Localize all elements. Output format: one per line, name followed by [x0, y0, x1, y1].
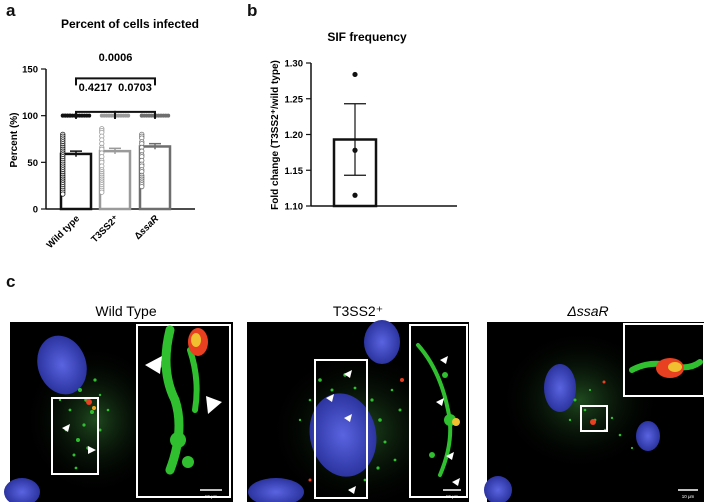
inset-box	[51, 397, 99, 475]
scale-bar-label: 10 μm	[682, 494, 695, 499]
y-tick-label: 50	[27, 158, 38, 169]
p-value-label: 0.0703	[118, 82, 152, 94]
data-point	[352, 147, 358, 153]
y-tick-label: 1.25	[285, 94, 304, 105]
nucleus	[364, 320, 400, 364]
data-point	[139, 184, 145, 190]
data-point	[68, 113, 73, 118]
arrowhead	[206, 396, 222, 414]
arrowhead	[348, 486, 356, 494]
caption-dssar: ΔssaR	[566, 303, 608, 319]
chart-percent-infected: Percent of cells infected Percent (%) 0 5…	[9, 17, 199, 251]
scale-bar-label: 10 μm	[446, 494, 459, 499]
bar	[138, 145, 172, 211]
data-point	[60, 191, 66, 197]
chart-b-ylabel: Fold change (T3SS2⁺/wild type)	[270, 60, 281, 210]
caption-t3ss2: T3SS2⁺	[333, 303, 383, 319]
bar	[98, 149, 132, 211]
nucleus	[484, 476, 512, 502]
data-point	[352, 192, 358, 198]
inset-box	[314, 359, 368, 499]
arrowhead	[326, 394, 334, 402]
p-value-label: 0.4217	[79, 82, 113, 94]
inset-zoom	[409, 324, 468, 498]
data-point	[139, 113, 144, 118]
arrowhead	[344, 414, 352, 422]
y-tick-label: 150	[22, 65, 38, 76]
arrowhead	[446, 452, 454, 460]
arrowhead	[344, 370, 352, 378]
significance-bracket	[114, 110, 156, 119]
scale-bar-label: 10 μm	[205, 494, 218, 499]
nucleus	[544, 364, 576, 412]
chart-a-title: Percent of cells infected	[61, 17, 199, 31]
nucleus	[4, 478, 40, 502]
y-tick-label: 1.10	[285, 202, 304, 213]
micrograph-t3ss2: 10 μm	[247, 320, 469, 502]
data-point	[166, 113, 171, 118]
p-value-label: 0.0006	[99, 52, 133, 64]
arrowhead	[62, 424, 70, 432]
nucleus	[636, 421, 660, 451]
micrograph-wild-type: 10 μm	[4, 322, 233, 502]
caption-wild-type: Wild Type	[95, 303, 156, 319]
y-tick-label: 0	[33, 205, 38, 216]
data-point	[126, 113, 131, 118]
bar	[59, 152, 93, 211]
panel-letter-c: c	[6, 272, 16, 291]
nucleus	[309, 393, 377, 477]
y-tick-label: 100	[22, 111, 38, 122]
y-tick-label: 1.20	[285, 130, 304, 141]
arrowhead	[88, 446, 96, 454]
x-tick-label: T3SS2⁺	[89, 213, 121, 245]
significance-bracket	[75, 77, 156, 86]
data-point	[352, 71, 358, 78]
data-point	[99, 189, 105, 195]
nucleus	[37, 335, 87, 395]
data-point	[87, 113, 92, 118]
panel-letter-a: a	[6, 1, 16, 20]
micrograph-dssar: 10 μm	[484, 322, 705, 502]
x-tick-label: Wild type	[45, 213, 83, 251]
chart-b-title: SIF frequency	[327, 30, 407, 44]
x-tick-label: ΔssaR	[132, 213, 161, 242]
arrowhead	[452, 478, 460, 486]
inset-zoom	[136, 324, 231, 498]
panel-letter-b: b	[247, 1, 258, 20]
arrowhead	[436, 398, 444, 406]
y-tick-label: 1.15	[285, 166, 304, 177]
inset-box	[580, 405, 608, 432]
nucleus	[248, 478, 304, 502]
arrowhead	[440, 356, 448, 364]
chart-sif-frequency: SIF frequency Fold change (T3SS2⁺/wild t…	[270, 30, 457, 213]
arrowhead	[145, 356, 162, 374]
micrograph-panel: Wild Type T3SS2⁺ ΔssaR 10 μm	[4, 303, 705, 502]
y-tick-label: 1.30	[285, 59, 304, 70]
chart-a-ylabel: Percent (%)	[9, 112, 20, 167]
